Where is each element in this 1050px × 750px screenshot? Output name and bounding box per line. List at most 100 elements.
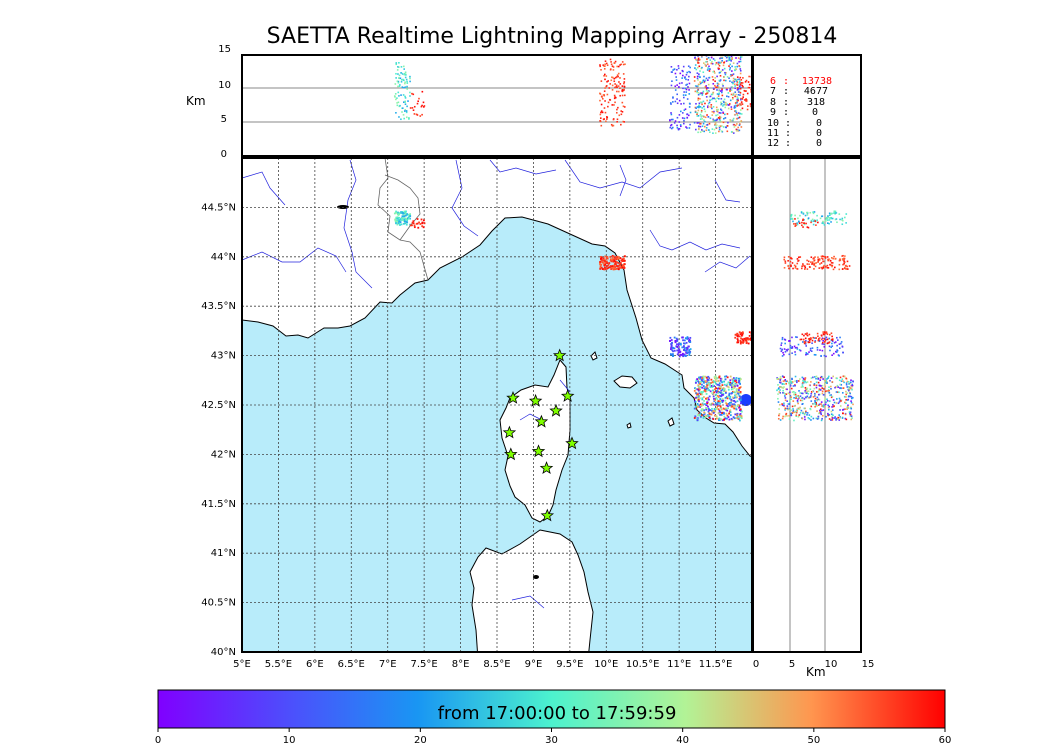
altitude-source bbox=[716, 89, 718, 91]
side-source bbox=[804, 416, 806, 418]
altitude-source bbox=[423, 102, 425, 104]
altitude-source bbox=[703, 91, 705, 93]
altitude-source bbox=[678, 121, 680, 123]
side-source bbox=[837, 418, 839, 420]
altitude-source bbox=[616, 112, 618, 114]
altitude-source bbox=[738, 94, 740, 96]
lightning-source bbox=[682, 339, 684, 341]
altitude-source bbox=[404, 74, 406, 76]
side-source bbox=[822, 221, 824, 223]
lightning-source bbox=[623, 258, 625, 260]
side-source bbox=[800, 412, 802, 414]
side-source bbox=[817, 347, 819, 349]
lightning-source bbox=[602, 261, 604, 263]
side-source bbox=[839, 380, 841, 382]
altitude-source bbox=[612, 89, 614, 91]
side-source bbox=[796, 268, 798, 270]
altitude-source bbox=[746, 100, 748, 102]
altitude-source bbox=[701, 67, 703, 69]
side-source bbox=[827, 215, 829, 217]
map-panel: 5°E 5.5°E 6°E 6.5°E 7°E 7.5°E 8°E 8.5°E 9°E 9.5°E… bbox=[201, 150, 760, 670]
side-source bbox=[812, 219, 814, 221]
side-source bbox=[801, 410, 803, 412]
altitude-source bbox=[715, 127, 717, 129]
altitude-source bbox=[736, 130, 738, 132]
lightning-source bbox=[705, 407, 707, 409]
altitude-source bbox=[698, 129, 700, 131]
altitude-source bbox=[687, 79, 689, 81]
colorbar-tick-label: 60 bbox=[939, 735, 952, 746]
altitude-source bbox=[748, 81, 750, 83]
altitude-source bbox=[731, 131, 733, 133]
altitude-source bbox=[397, 69, 399, 71]
altitude-source bbox=[707, 91, 709, 93]
side-source bbox=[817, 222, 819, 224]
svg-text::: : bbox=[783, 86, 789, 97]
side-source bbox=[799, 349, 801, 351]
lightning-source bbox=[713, 391, 715, 393]
altitude-source bbox=[725, 80, 727, 82]
altitude-source bbox=[620, 124, 622, 126]
side-source bbox=[825, 340, 827, 342]
side-source bbox=[833, 212, 835, 214]
altitude-source bbox=[701, 92, 703, 94]
altitude-source bbox=[704, 64, 706, 66]
side-source bbox=[807, 214, 809, 216]
altitude-source bbox=[604, 63, 606, 65]
side-source bbox=[839, 398, 841, 400]
side-source bbox=[818, 267, 820, 269]
altitude-source bbox=[708, 106, 710, 108]
altitude-source bbox=[735, 125, 737, 127]
altitude-source bbox=[615, 86, 617, 88]
lightning-source bbox=[720, 386, 722, 388]
side-source bbox=[832, 376, 834, 378]
side-source bbox=[813, 396, 815, 398]
lightning-source bbox=[718, 380, 720, 382]
lightning-source bbox=[721, 394, 723, 396]
altitude-source bbox=[705, 61, 707, 63]
side-source bbox=[831, 332, 833, 334]
side-source bbox=[846, 382, 848, 384]
side-source bbox=[842, 409, 844, 411]
side-source bbox=[844, 217, 846, 219]
side-source bbox=[790, 264, 792, 266]
side-source bbox=[821, 339, 823, 341]
side-source bbox=[801, 222, 803, 224]
side-source bbox=[793, 393, 795, 395]
altitude-source bbox=[700, 114, 702, 116]
side-source bbox=[831, 411, 833, 413]
altitude-source bbox=[607, 94, 609, 96]
side-source bbox=[821, 262, 823, 264]
side-source bbox=[829, 219, 831, 221]
side-source bbox=[802, 382, 804, 384]
side-source bbox=[804, 408, 806, 410]
altitude-source bbox=[671, 80, 673, 82]
side-source bbox=[808, 263, 810, 265]
lightning-source bbox=[608, 263, 610, 265]
side-source bbox=[839, 384, 841, 386]
lightning-source bbox=[740, 399, 742, 401]
side-source bbox=[836, 378, 838, 380]
lightning-source bbox=[399, 212, 401, 214]
altitude-source bbox=[714, 129, 716, 131]
altitude-source bbox=[418, 98, 420, 100]
side-source bbox=[794, 405, 796, 407]
lightning-source bbox=[714, 376, 716, 378]
altitude-source bbox=[704, 103, 706, 105]
lightning-source bbox=[717, 377, 719, 379]
side-source bbox=[790, 396, 792, 398]
altitude-source bbox=[617, 107, 619, 109]
lightning-source bbox=[616, 268, 618, 270]
altitude-source bbox=[721, 109, 723, 111]
altitude-source bbox=[729, 67, 731, 69]
altitude-source bbox=[710, 117, 712, 119]
altitude-source bbox=[708, 129, 710, 131]
side-source bbox=[810, 381, 812, 383]
altitude-source bbox=[624, 63, 626, 65]
lightning-source bbox=[688, 352, 690, 354]
colorbar-tick-label: 10 bbox=[283, 735, 296, 746]
side-source bbox=[814, 256, 816, 258]
lightning-source bbox=[695, 401, 697, 403]
altitude-source bbox=[682, 70, 684, 72]
altitude-source bbox=[724, 72, 726, 74]
